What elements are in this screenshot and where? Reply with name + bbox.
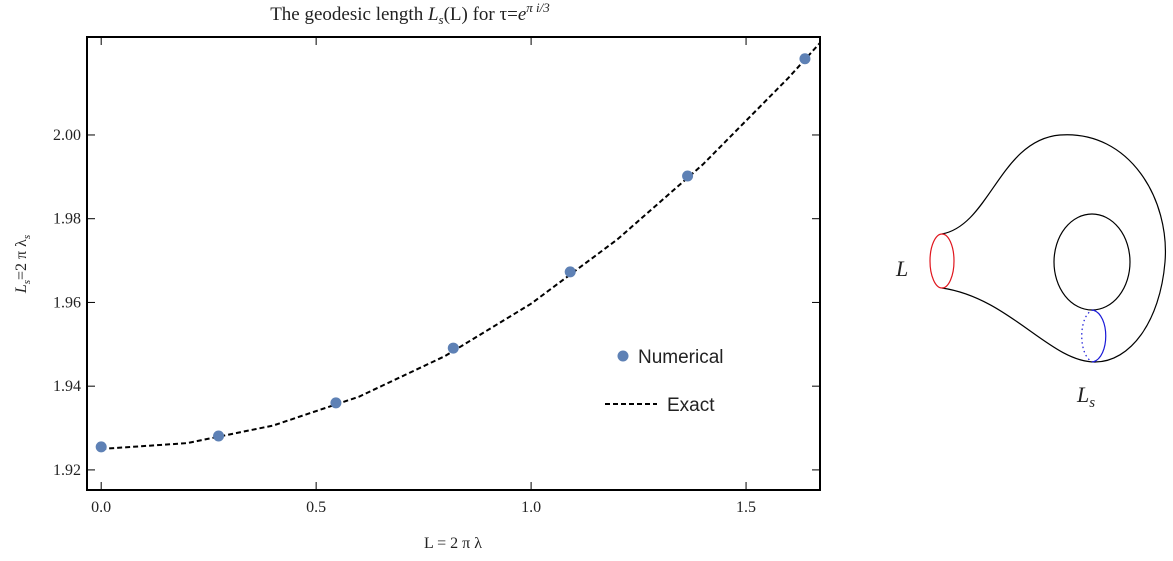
geodesic-Ls-hidden <box>1081 309 1094 363</box>
x-axis-label: L = 2 π λ <box>424 535 482 552</box>
x-tick-label: 1.0 <box>521 499 541 516</box>
plot: 0.0 0.5 1.0 1.5 1.92 1.94 1.96 1.98 2.00 Numerica… <box>53 37 820 516</box>
y-label-part: =2 π λ <box>13 239 30 280</box>
data-point <box>213 430 225 442</box>
x-tick-label: 0.0 <box>91 499 111 516</box>
y-tick-label: 1.94 <box>53 378 81 395</box>
geodesic-Ls <box>1092 309 1107 363</box>
label-part: s <box>1089 395 1095 411</box>
boundary-L <box>929 233 955 289</box>
x-tick-label: 0.5 <box>306 499 326 516</box>
legend-label: Numerical <box>638 347 724 368</box>
y-label-part: s <box>21 280 33 284</box>
data-point <box>447 342 459 354</box>
plot-frame <box>86 36 821 491</box>
title-part: e <box>518 4 526 25</box>
legend-label: Exact <box>667 395 715 416</box>
title-part: (L) for τ= <box>444 4 518 25</box>
title-part: s <box>439 12 444 27</box>
x-tick-label: 1.5 <box>736 499 756 516</box>
y-tick-label: 1.96 <box>53 294 81 311</box>
y-tick-label: 1.98 <box>53 211 81 228</box>
y-tick-label: 1.92 <box>53 462 81 479</box>
hole <box>1053 213 1131 311</box>
data-point <box>95 441 107 453</box>
y-axis-label: Ls=2 π λs <box>13 235 33 294</box>
chart-title: The geodesic length Ls(L) for τ=eπ i/3 <box>270 0 550 27</box>
surface-outline <box>941 134 1167 363</box>
diagram-label-Ls: Ls <box>1076 382 1095 411</box>
diagram-label-L: L <box>895 256 908 281</box>
title-part: π i/3 <box>526 0 550 15</box>
data-point <box>799 53 811 65</box>
data-point <box>682 170 694 182</box>
title-part: The geodesic length <box>270 4 428 25</box>
y-tick-label: 2.00 <box>53 127 81 144</box>
label-part: L <box>1076 382 1089 407</box>
exact-curve <box>101 42 820 450</box>
torus-diagram <box>929 134 1167 363</box>
legend-marker <box>617 350 629 362</box>
data-point <box>330 397 342 409</box>
title-part: L <box>427 4 439 25</box>
y-label-part: L <box>13 284 30 294</box>
y-label-part: s <box>21 235 33 239</box>
data-point <box>564 266 576 278</box>
